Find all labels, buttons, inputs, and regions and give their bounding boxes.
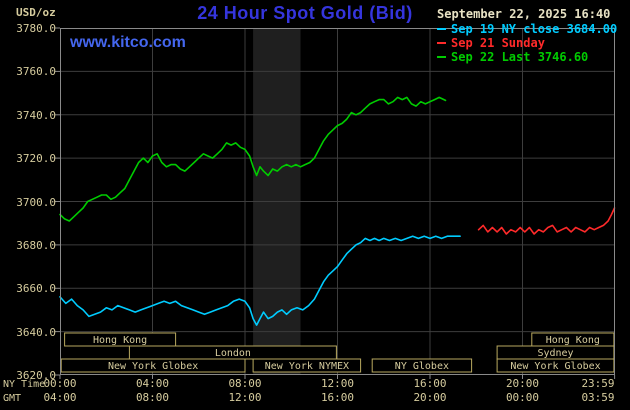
y-tick-label: 3680.0 xyxy=(16,238,56,252)
x-tick-label-gmt: 00:00 xyxy=(505,391,540,404)
x-tick-label-ny: 20:00 xyxy=(505,377,540,390)
session-label: Sydney xyxy=(537,348,573,359)
y-tick-label: 3720.0 xyxy=(16,152,56,166)
session-label: Hong Kong xyxy=(546,335,600,346)
legend-label: Sep 21 Sunday xyxy=(451,36,545,50)
chart-title: 24 Hour Spot Gold (Bid) xyxy=(197,3,413,23)
session-box xyxy=(64,332,177,347)
legend-item-sep19: Sep 19 NY close 3684.00 xyxy=(437,22,617,36)
x-axis-gmt-label: GMT xyxy=(3,393,22,404)
session-label: New York Globex xyxy=(510,361,600,372)
legend-item-sep21: Sep 21 Sunday xyxy=(437,36,617,50)
kitco-watermark: www.kitco.com xyxy=(70,34,186,51)
legend-label: Sep 22 Last 3746.60 xyxy=(451,50,589,64)
x-axis-ny-label: NY Time xyxy=(3,379,46,390)
session-box xyxy=(371,358,473,373)
session-label: Hong Kong xyxy=(93,335,147,346)
x-tick-label-gmt: 20:00 xyxy=(413,391,447,404)
x-tick-label-gmt: 03:59 xyxy=(581,391,615,404)
legend-item-sep22: Sep 22 Last 3746.60 xyxy=(437,50,617,64)
x-tick-label-gmt: 08:00 xyxy=(135,391,170,404)
session-box xyxy=(496,358,615,373)
legend-marker-sep21 xyxy=(437,42,446,44)
session-box xyxy=(252,358,362,373)
x-tick-label-ny: 23:59 xyxy=(581,377,615,390)
legend-label: Sep 19 NY close 3684.00 xyxy=(451,22,618,36)
x-tick-label-gmt: 12:00 xyxy=(228,391,262,404)
y-tick-label: 3700.0 xyxy=(16,195,56,209)
series-sep21 xyxy=(477,207,616,235)
x-tick-label-gmt: 04:00 xyxy=(43,391,77,404)
units-label: USD/oz xyxy=(16,6,56,19)
session-label: NY Globex xyxy=(395,361,449,372)
legend-marker-sep22 xyxy=(437,56,446,58)
y-tick-label: 3740.0 xyxy=(16,108,56,122)
plot-area: Hong Kong Hong Kong London Sydney New York G… xyxy=(55,27,616,379)
x-tick-label-gmt: 16:00 xyxy=(320,391,355,404)
x-tick-label-ny: 12:00 xyxy=(320,377,355,390)
y-tick-label: 3780.0 xyxy=(16,22,56,35)
series-sep19 xyxy=(59,235,461,326)
session-box xyxy=(60,358,246,373)
y-tick-label: 3760.0 xyxy=(16,65,56,79)
y-tick-label: 3660.0 xyxy=(16,282,56,296)
session-label: London xyxy=(215,348,251,359)
chart-datetime: September 22, 2025 16:40 xyxy=(437,7,611,21)
session-label: New York Globex xyxy=(108,361,198,372)
legend-marker-sep19 xyxy=(437,28,446,30)
y-tick-label: 3640.0 xyxy=(16,325,56,339)
legend: Sep 19 NY close 3684.00 Sep 21 Sunday Sep … xyxy=(437,22,617,64)
x-tick-label-ny: 08:00 xyxy=(228,377,262,390)
session-label: New York NYMEX xyxy=(265,361,349,372)
x-tick-label-ny: 16:00 xyxy=(413,377,447,390)
x-tick-label-ny: 04:00 xyxy=(135,377,170,390)
x-tick-label-ny: 00:00 xyxy=(43,377,77,390)
y-tick-label: 3620.0 xyxy=(16,369,56,382)
series-sep22 xyxy=(59,96,447,222)
plot-border xyxy=(60,28,615,375)
